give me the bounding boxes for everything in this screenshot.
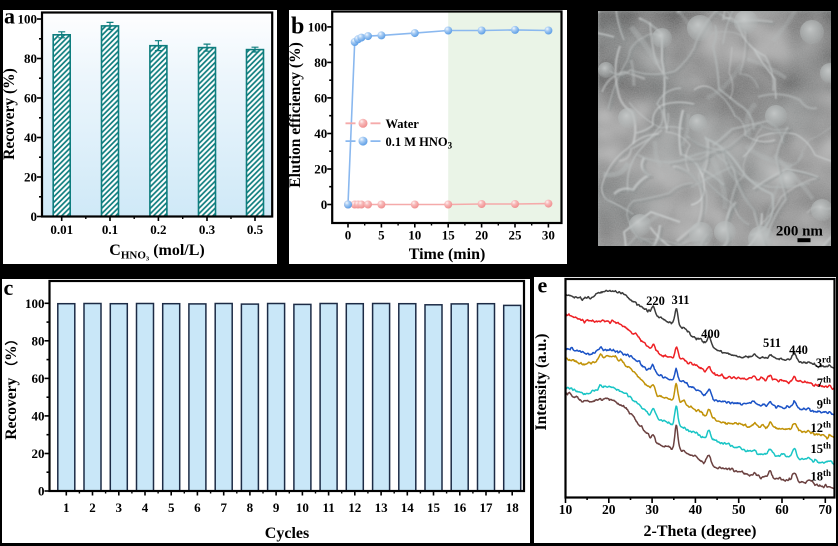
svg-text:0.1 M HNO3: 0.1 M HNO3 — [385, 134, 452, 150]
svg-text:311: 311 — [671, 293, 689, 307]
svg-text:20: 20 — [475, 227, 488, 242]
svg-text:50: 50 — [731, 502, 745, 517]
svg-text:Elution efficiency (%): Elution efficiency (%) — [289, 42, 304, 188]
svg-text:Water: Water — [385, 117, 419, 131]
svg-text:0.3: 0.3 — [199, 222, 216, 237]
svg-text:Intensity (a.u.): Intensity (a.u.) — [534, 334, 550, 431]
svg-text:0: 0 — [320, 197, 327, 212]
svg-text:1: 1 — [63, 500, 70, 515]
svg-text:80: 80 — [32, 333, 45, 348]
svg-text:10: 10 — [558, 502, 572, 517]
svg-text:Time (min): Time (min) — [408, 246, 485, 263]
svg-text:12: 12 — [348, 500, 361, 515]
svg-text:0: 0 — [38, 484, 45, 499]
svg-text:20: 20 — [314, 161, 327, 176]
svg-text:30: 30 — [645, 502, 659, 517]
svg-text:b: b — [291, 13, 304, 39]
svg-text:3: 3 — [116, 500, 123, 515]
svg-text:5: 5 — [168, 500, 175, 515]
svg-text:2-Theta (degree): 2-Theta (degree) — [643, 523, 756, 540]
svg-text:20: 20 — [24, 170, 37, 185]
svg-text:17: 17 — [480, 500, 494, 515]
svg-text:0.1: 0.1 — [102, 222, 118, 237]
svg-text:20: 20 — [602, 502, 616, 517]
svg-text:9: 9 — [273, 500, 280, 515]
svg-text:Recovery (%): Recovery (%) — [3, 68, 18, 160]
svg-text:c: c — [4, 279, 14, 300]
svg-text:16: 16 — [453, 500, 467, 515]
svg-text:5: 5 — [378, 227, 385, 242]
svg-text:220: 220 — [646, 294, 665, 308]
svg-text:30: 30 — [541, 227, 554, 242]
svg-text:13: 13 — [375, 500, 389, 515]
svg-text:70: 70 — [818, 502, 832, 517]
svg-text:60: 60 — [314, 90, 327, 105]
svg-text:40: 40 — [24, 130, 37, 145]
svg-text:25: 25 — [508, 227, 522, 242]
svg-text:7: 7 — [220, 500, 227, 515]
svg-text:15: 15 — [441, 227, 455, 242]
svg-text:15: 15 — [427, 500, 441, 515]
svg-text:40: 40 — [32, 408, 45, 423]
svg-text:100: 100 — [18, 12, 38, 27]
svg-text:0.5: 0.5 — [247, 222, 264, 237]
svg-text:18: 18 — [506, 500, 520, 515]
svg-text:60: 60 — [775, 502, 789, 517]
svg-text:10: 10 — [408, 227, 421, 242]
svg-text:200 nm: 200 nm — [776, 223, 824, 239]
svg-text:0.01: 0.01 — [50, 222, 73, 237]
svg-text:2: 2 — [89, 500, 96, 515]
svg-text:4: 4 — [142, 500, 149, 515]
svg-text:11: 11 — [322, 500, 334, 515]
svg-text:CHNO₃ (mol/L): CHNO₃ (mol/L) — [109, 242, 204, 262]
svg-text:511: 511 — [762, 336, 780, 350]
svg-text:20: 20 — [32, 446, 45, 461]
svg-text:Recovery （%）: Recovery （%） — [3, 332, 20, 439]
svg-text:80: 80 — [24, 51, 37, 66]
svg-text:60: 60 — [32, 371, 45, 386]
svg-text:40: 40 — [688, 502, 702, 517]
svg-text:40: 40 — [314, 126, 327, 141]
svg-text:80: 80 — [314, 54, 327, 69]
svg-text:60: 60 — [24, 91, 37, 106]
svg-text:14: 14 — [401, 500, 415, 515]
svg-text:6: 6 — [194, 500, 201, 515]
svg-text:8: 8 — [247, 500, 254, 515]
svg-text:a: a — [4, 10, 15, 29]
svg-text:400: 400 — [701, 327, 720, 341]
svg-text:0: 0 — [344, 227, 351, 242]
svg-text:100: 100 — [25, 296, 45, 311]
svg-text:0: 0 — [31, 209, 38, 224]
svg-text:0.2: 0.2 — [150, 222, 166, 237]
svg-text:Cycles: Cycles — [265, 525, 309, 542]
svg-text:100: 100 — [307, 19, 327, 34]
svg-text:e: e — [537, 277, 547, 298]
svg-text:440: 440 — [789, 343, 808, 357]
svg-text:10: 10 — [296, 500, 309, 515]
